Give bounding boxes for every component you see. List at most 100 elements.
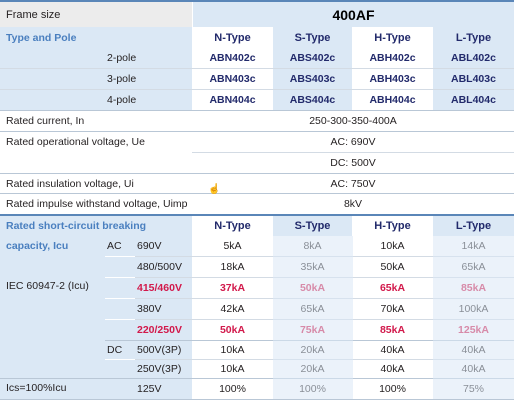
current-group-label [105,379,135,399]
capacity-cell: 20kA [272,341,352,359]
type-header-n: N-Type [192,216,272,236]
pole-label: 4-pole [105,90,192,110]
pole-row: 2-pole ABN402c ABS402c ABH402c ABL402c [0,48,514,68]
capacity-cell: 18kA [192,257,272,277]
frame-size-row: Frame size 400AF [0,2,514,27]
breaking-header-row: Rated short-circuit breaking N-Type S-Ty… [0,216,514,236]
capacity-cell: 40kA [432,360,514,378]
breaking-row: 250V(3P) 10kA 20kA 40kA 40kA [105,360,514,378]
section-rule [0,214,514,216]
frame-size-value: 400AF [192,2,514,27]
pole-label: 2-pole [105,48,192,68]
voltage-label: 380V [135,299,192,319]
model-cell: ABL403c [432,69,514,89]
model-cell: ABS404c [272,90,352,110]
type-header-row: Type and Pole N-Type S-Type H-Type L-Typ… [0,27,514,48]
capacity-cell: 10kA [192,360,272,378]
capacity-cell: 42kA [192,299,272,319]
rating-label: Rated current, In [0,111,192,131]
type-header-s: S-Type [272,216,352,236]
capacity-cell: 100kA [432,299,514,319]
rating-row: Rated insulation voltage, Ui AC: 750V [0,174,514,193]
current-group-label [105,360,135,378]
rating-label [0,153,192,173]
model-cell: ABS402c [272,48,352,68]
pole-row: 3-pole ABN403c ABS403c ABH403c ABL403c [0,69,514,89]
capacity-cell: 65kA [352,278,432,298]
frame-size-label: Frame size [0,2,192,27]
capacity-cell: 50kA [272,278,352,298]
capacity-cell: 8kA [272,236,352,256]
ics-row: 125V 100% 100% 100% 75% [105,379,514,399]
capacity-cell: 125kA [432,320,514,340]
capacity-cell: 40kA [432,341,514,359]
capacity-cell: 35kA [272,257,352,277]
capacity-cell: 10kA [352,236,432,256]
pole-label: 3-pole [105,69,192,89]
breaking-row: DC 500V(3P) 10kA 20kA 40kA 40kA [105,341,514,359]
capacity-cell: 5kA [192,236,272,256]
capacity-cell: 65kA [432,257,514,277]
pole-row: 4-pole ABN404c ABS404c ABH404c ABL404c [0,90,514,110]
current-group-label [105,278,135,298]
voltage-label: 125V [135,379,192,399]
model-cell: ABS403c [272,69,352,89]
voltage-label: 250V(3P) [135,360,192,378]
standard-label: IEC 60947-2 (Icu) [6,280,89,292]
voltage-label: 220/250V [135,320,192,340]
rating-row: DC: 500V [0,153,514,173]
breaking-label-line1: Rated short-circuit breaking [0,216,192,236]
rating-value: 250-300-350-400A [192,111,514,131]
current-group-label [105,299,135,319]
model-cell: ABN403c [192,69,272,89]
type-header-n: N-Type [192,27,272,48]
ics-cell: 75% [432,379,514,399]
capacity-cell: 40kA [352,341,432,359]
current-group-label: AC [105,236,135,256]
voltage-label: 500V(3P) [135,341,192,359]
rating-value: DC: 500V [192,153,514,173]
rating-row: Rated operational voltage, Ue AC: 690V [0,132,514,152]
current-group-label [105,257,135,277]
current-group-label: DC [105,341,135,359]
type-header-h: H-Type [352,216,432,236]
capacity-cell: 14kA [432,236,514,256]
top-rule [0,0,514,2]
breaking-row: 380V 42kA 65kA 70kA 100kA [105,299,514,319]
model-cell: ABL404c [432,90,514,110]
rating-value: AC: 690V [192,132,514,152]
ics-cell: 100% [272,379,352,399]
rating-row: Rated impulse withstand voltage, Uimp 8k… [0,194,514,214]
capacity-cell: 20kA [272,360,352,378]
current-group-label [105,320,135,340]
voltage-label: 480/500V [135,257,192,277]
ics-cell: 100% [352,379,432,399]
breaking-row-highlight: 415/460V 37kA 50kA 65kA 85kA [105,278,514,298]
type-header-s: S-Type [272,27,352,48]
rating-value: AC: 750V [192,174,514,193]
model-cell: ABN402c [192,48,272,68]
type-header-l: L-Type [432,27,514,48]
breaking-row: AC 690V 5kA 8kA 10kA 14kA [105,236,514,256]
model-cell: ABH403c [352,69,432,89]
rating-label: Rated impulse withstand voltage, Uimp [0,194,192,214]
type-header-h: H-Type [352,27,432,48]
rating-value: 8kV [192,194,514,214]
model-cell: ABH402c [352,48,432,68]
capacity-cell: 70kA [352,299,432,319]
model-cell: ABL402c [432,48,514,68]
voltage-label: 415/460V [135,278,192,298]
capacity-cell: 50kA [352,257,432,277]
model-cell: ABH404c [352,90,432,110]
type-header-l: L-Type [432,216,514,236]
capacity-cell: 10kA [192,341,272,359]
capacity-cell: 65kA [272,299,352,319]
ics-cell: 100% [192,379,272,399]
capacity-cell: 40kA [352,360,432,378]
breaking-row-highlight: 220/250V 50kA 75kA 85kA 125kA [105,320,514,340]
model-cell: ABN404c [192,90,272,110]
rating-label: Rated insulation voltage, Ui [0,174,192,193]
capacity-cell: 50kA [192,320,272,340]
ics-label: Ics=100%Icu [6,382,67,394]
